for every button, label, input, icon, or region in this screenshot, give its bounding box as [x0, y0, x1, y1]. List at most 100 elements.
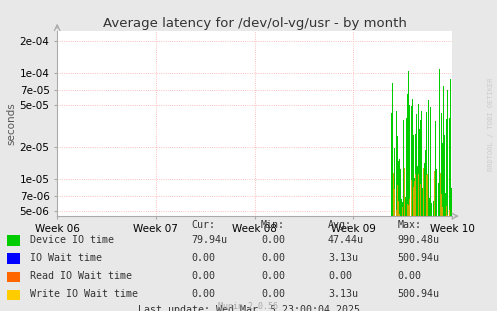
Bar — [414, 151, 415, 311]
Bar — [431, 203, 432, 311]
Text: Device IO time: Device IO time — [30, 234, 114, 244]
Bar — [422, 145, 423, 311]
Bar — [450, 79, 451, 311]
Bar — [433, 201, 434, 311]
Text: IO Wait time: IO Wait time — [30, 253, 102, 262]
Bar — [408, 195, 409, 311]
Text: 0.00: 0.00 — [261, 253, 285, 262]
Bar — [412, 106, 413, 311]
Bar — [397, 185, 398, 311]
Text: Cur:: Cur: — [191, 220, 215, 230]
Bar — [400, 192, 401, 311]
Text: 3.13u: 3.13u — [328, 289, 358, 299]
Bar — [394, 189, 395, 311]
Bar — [425, 150, 426, 311]
Bar — [399, 159, 400, 311]
Text: 0.00: 0.00 — [191, 271, 215, 281]
Text: Munin 2.0.56: Munin 2.0.56 — [219, 302, 278, 311]
Text: Avg:: Avg: — [328, 220, 352, 230]
Bar — [393, 179, 394, 311]
Bar — [428, 100, 429, 311]
Text: RRDTOOL / TOBI OETIKER: RRDTOOL / TOBI OETIKER — [488, 78, 494, 171]
Bar — [452, 151, 453, 311]
Bar — [402, 207, 403, 311]
Bar — [423, 168, 424, 311]
Bar — [427, 181, 428, 311]
Text: Read IO Wait time: Read IO Wait time — [30, 271, 132, 281]
Bar — [417, 166, 418, 311]
Bar — [415, 174, 416, 311]
Text: 500.94u: 500.94u — [398, 253, 440, 262]
Bar — [446, 206, 447, 311]
Bar — [393, 173, 394, 311]
Bar — [441, 181, 442, 311]
Bar — [419, 129, 420, 311]
Bar — [404, 164, 405, 311]
Bar — [409, 104, 410, 311]
Text: 0.00: 0.00 — [191, 253, 215, 262]
Bar — [434, 171, 435, 311]
Text: 0.00: 0.00 — [261, 289, 285, 299]
Bar — [421, 111, 422, 311]
Bar — [413, 135, 414, 311]
Bar — [409, 199, 410, 311]
Bar — [406, 118, 407, 311]
Bar — [436, 169, 437, 311]
Bar — [392, 172, 393, 311]
Text: 0.00: 0.00 — [328, 271, 352, 281]
Title: Average latency for /dev/ol-vg/usr - by month: Average latency for /dev/ol-vg/usr - by … — [103, 17, 407, 30]
Bar — [426, 110, 427, 311]
Bar — [398, 201, 399, 311]
Bar — [444, 135, 445, 311]
Bar — [391, 113, 392, 311]
Bar — [407, 95, 408, 311]
Bar — [401, 199, 402, 311]
Bar — [440, 173, 441, 311]
Bar — [397, 136, 398, 311]
Bar — [420, 120, 421, 311]
Text: Last update: Wed Mar  5 23:00:04 2025: Last update: Wed Mar 5 23:00:04 2025 — [138, 305, 359, 311]
Bar — [447, 90, 448, 311]
Text: Write IO Wait time: Write IO Wait time — [30, 289, 138, 299]
Bar — [434, 191, 435, 311]
Bar — [394, 148, 395, 311]
Bar — [439, 69, 440, 311]
Bar — [445, 170, 446, 311]
Text: 990.48u: 990.48u — [398, 234, 440, 244]
Text: Min:: Min: — [261, 220, 285, 230]
Bar — [449, 118, 450, 311]
Text: 0.00: 0.00 — [261, 234, 285, 244]
Bar — [427, 174, 428, 311]
Text: 0.00: 0.00 — [261, 271, 285, 281]
Bar — [446, 118, 447, 311]
Bar — [442, 207, 443, 311]
Bar — [412, 180, 413, 311]
Text: 3.13u: 3.13u — [328, 253, 358, 262]
Bar — [442, 142, 443, 311]
Bar — [407, 204, 408, 311]
Bar — [396, 189, 397, 311]
Bar — [430, 107, 431, 311]
Bar — [411, 120, 412, 311]
Bar — [415, 134, 416, 311]
Bar — [405, 197, 406, 311]
Bar — [413, 188, 414, 311]
Bar — [398, 161, 399, 311]
Bar — [420, 184, 421, 311]
Bar — [429, 197, 430, 311]
Text: Max:: Max: — [398, 220, 421, 230]
Bar — [447, 215, 448, 311]
Bar — [451, 188, 452, 311]
Text: 500.94u: 500.94u — [398, 289, 440, 299]
Bar — [399, 214, 400, 311]
Bar — [416, 114, 417, 311]
Bar — [449, 210, 450, 311]
Bar — [445, 130, 446, 311]
Y-axis label: seconds: seconds — [7, 102, 17, 145]
Bar — [403, 120, 404, 311]
Bar — [438, 183, 439, 311]
Text: 47.44u: 47.44u — [328, 234, 364, 244]
Bar — [418, 156, 419, 311]
Bar — [424, 163, 425, 311]
Text: 0.00: 0.00 — [398, 271, 421, 281]
